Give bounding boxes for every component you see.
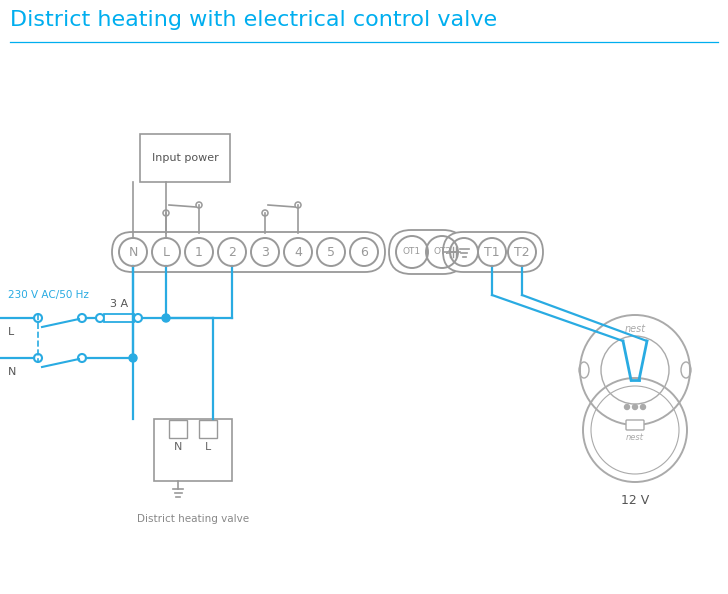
Text: 3 A: 3 A bbox=[110, 299, 128, 309]
Circle shape bbox=[162, 314, 170, 322]
Text: 4: 4 bbox=[294, 245, 302, 258]
Text: L: L bbox=[8, 327, 15, 337]
Text: 3: 3 bbox=[261, 245, 269, 258]
Text: District heating valve: District heating valve bbox=[137, 514, 249, 524]
FancyBboxPatch shape bbox=[104, 314, 134, 322]
Text: T1: T1 bbox=[484, 245, 500, 258]
Text: L: L bbox=[162, 245, 170, 258]
Text: District heating with electrical control valve: District heating with electrical control… bbox=[10, 10, 497, 30]
Text: OT1: OT1 bbox=[403, 248, 421, 257]
FancyBboxPatch shape bbox=[169, 420, 187, 438]
Circle shape bbox=[633, 405, 638, 409]
FancyBboxPatch shape bbox=[626, 420, 644, 430]
FancyBboxPatch shape bbox=[140, 134, 230, 182]
Circle shape bbox=[625, 405, 630, 409]
Text: N: N bbox=[8, 367, 16, 377]
Circle shape bbox=[129, 354, 137, 362]
Text: nest: nest bbox=[626, 434, 644, 443]
FancyBboxPatch shape bbox=[389, 230, 465, 274]
FancyBboxPatch shape bbox=[199, 420, 217, 438]
Text: T2: T2 bbox=[514, 245, 530, 258]
FancyBboxPatch shape bbox=[112, 232, 385, 272]
Text: 6: 6 bbox=[360, 245, 368, 258]
Circle shape bbox=[641, 405, 646, 409]
FancyBboxPatch shape bbox=[154, 419, 232, 481]
Text: nest: nest bbox=[625, 324, 646, 334]
Text: 2: 2 bbox=[228, 245, 236, 258]
Text: L: L bbox=[205, 442, 211, 452]
Text: N: N bbox=[174, 442, 182, 452]
Text: 1: 1 bbox=[195, 245, 203, 258]
Text: OT2: OT2 bbox=[433, 248, 451, 257]
Text: Input power: Input power bbox=[151, 153, 218, 163]
Text: 12 V: 12 V bbox=[621, 494, 649, 507]
Text: 5: 5 bbox=[327, 245, 335, 258]
Text: 230 V AC/50 Hz: 230 V AC/50 Hz bbox=[8, 290, 89, 300]
FancyBboxPatch shape bbox=[443, 232, 543, 272]
Text: N: N bbox=[128, 245, 138, 258]
